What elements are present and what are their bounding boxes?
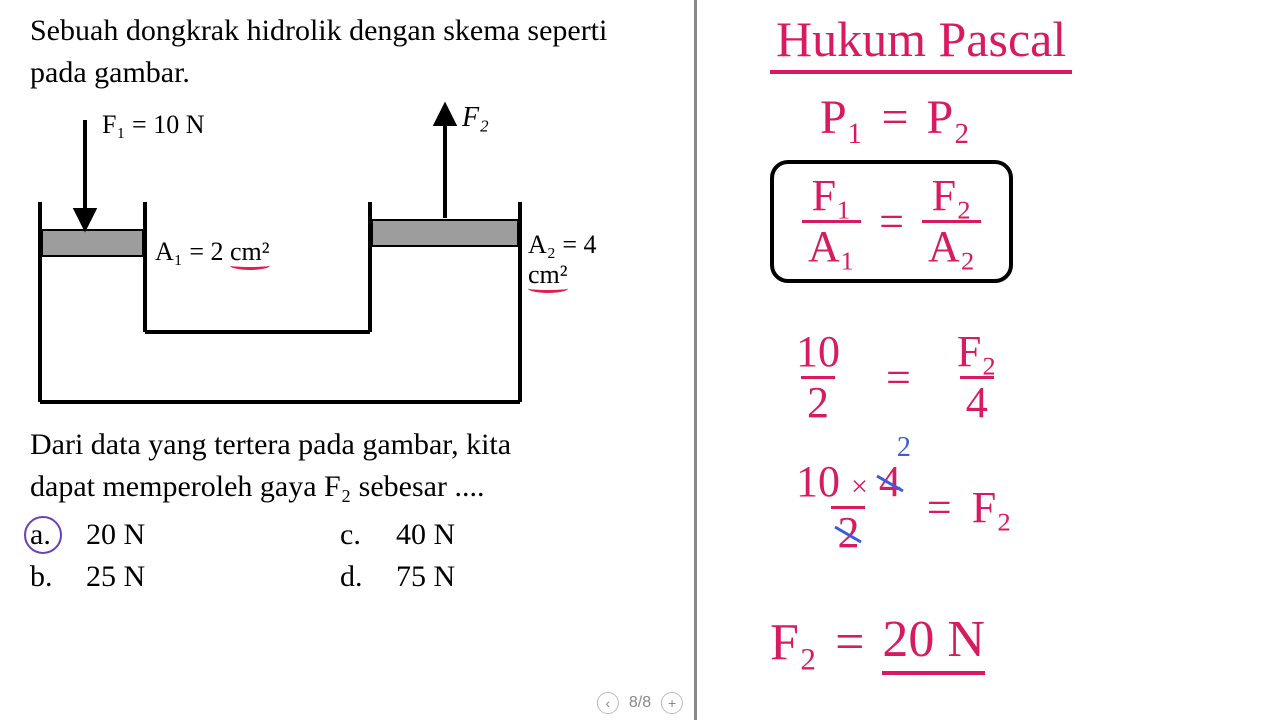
option-letter-c: c. <box>340 518 376 552</box>
option-letter-d: d. <box>340 560 376 594</box>
option-a[interactable]: a. 20 N <box>30 518 340 552</box>
pascal-formula: F₁A₁ = F₂A₂ <box>770 160 1013 283</box>
pressure-equality: P₁ = P₂ <box>820 90 970 145</box>
option-letter-b: b. <box>30 560 66 594</box>
a2-label: A₂ = 4 cm² <box>528 230 620 290</box>
question-followup: Dari data yang tertera pada gambar, kita… <box>30 424 650 508</box>
option-letter-a: a. <box>30 518 66 552</box>
f2-label: F₂ <box>462 102 489 134</box>
option-b[interactable]: b. 25 N <box>30 560 340 594</box>
pager-next-button[interactable]: + <box>661 692 683 714</box>
option-c[interactable]: c. 40 N <box>340 518 650 552</box>
f1-label: F₁ = 10 N <box>102 110 204 140</box>
question-panel: Sebuah dongkrak hidrolik dengan skema se… <box>30 10 650 594</box>
substitution-2: 10 × 4 2 2 = F₂ <box>790 460 1012 555</box>
result: F₂ = 20 N <box>770 610 985 675</box>
pager-prev-button[interactable]: ‹ <box>597 692 619 714</box>
vertical-separator <box>694 0 697 720</box>
options-grid: a. 20 N c. 40 N b. 25 N d. 75 N <box>30 518 650 594</box>
option-d[interactable]: d. 75 N <box>340 560 650 594</box>
substitution-1: 102 = F₂4 <box>790 330 1003 425</box>
a1-label: A₁ = 2 cm² <box>155 237 270 267</box>
question-intro: Sebuah dongkrak hidrolik dengan skema se… <box>30 10 650 94</box>
work-title: Hukum Pascal <box>770 10 1072 74</box>
hydraulic-diagram: F₁ = 10 N F₂ A₁ = 2 cm² A₂ = 4 cm² <box>30 102 620 412</box>
pager: ‹ 8/8 + <box>597 692 683 714</box>
pager-page: 8/8 <box>629 694 651 712</box>
work-panel: Hukum Pascal P₁ = P₂ F₁A₁ = F₂A₂ 102 = F… <box>700 10 1260 710</box>
